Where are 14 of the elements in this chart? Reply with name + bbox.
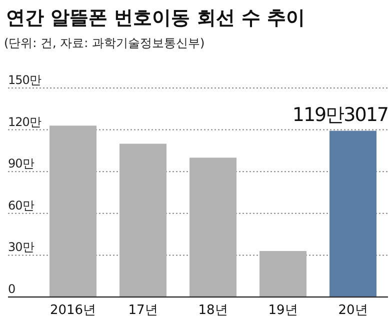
x-tick-label: 20년 [338, 303, 368, 318]
data-label: 119만3017 [292, 104, 388, 126]
x-tick-label: 18년 [198, 303, 228, 318]
x-tick-label: 19년 [268, 303, 298, 318]
y-tick-label: 120만 [8, 114, 42, 129]
chart-title: 연간 알뜰폰 번호이동 회선 수 추이 [6, 7, 306, 29]
y-tick-label: 90만 [8, 156, 34, 171]
y-tick-label: 30만 [8, 240, 34, 254]
x-tick-label: 2016년 [50, 303, 96, 318]
y-tick-label: 150만 [8, 73, 42, 87]
x-tick-label: 17년 [128, 303, 158, 318]
y-tick-label: 60만 [8, 198, 34, 212]
chart-subtitle: (단위: 건, 자료: 과학기술정보통신부) [4, 36, 205, 50]
y-tick-label: 0 [8, 282, 16, 296]
